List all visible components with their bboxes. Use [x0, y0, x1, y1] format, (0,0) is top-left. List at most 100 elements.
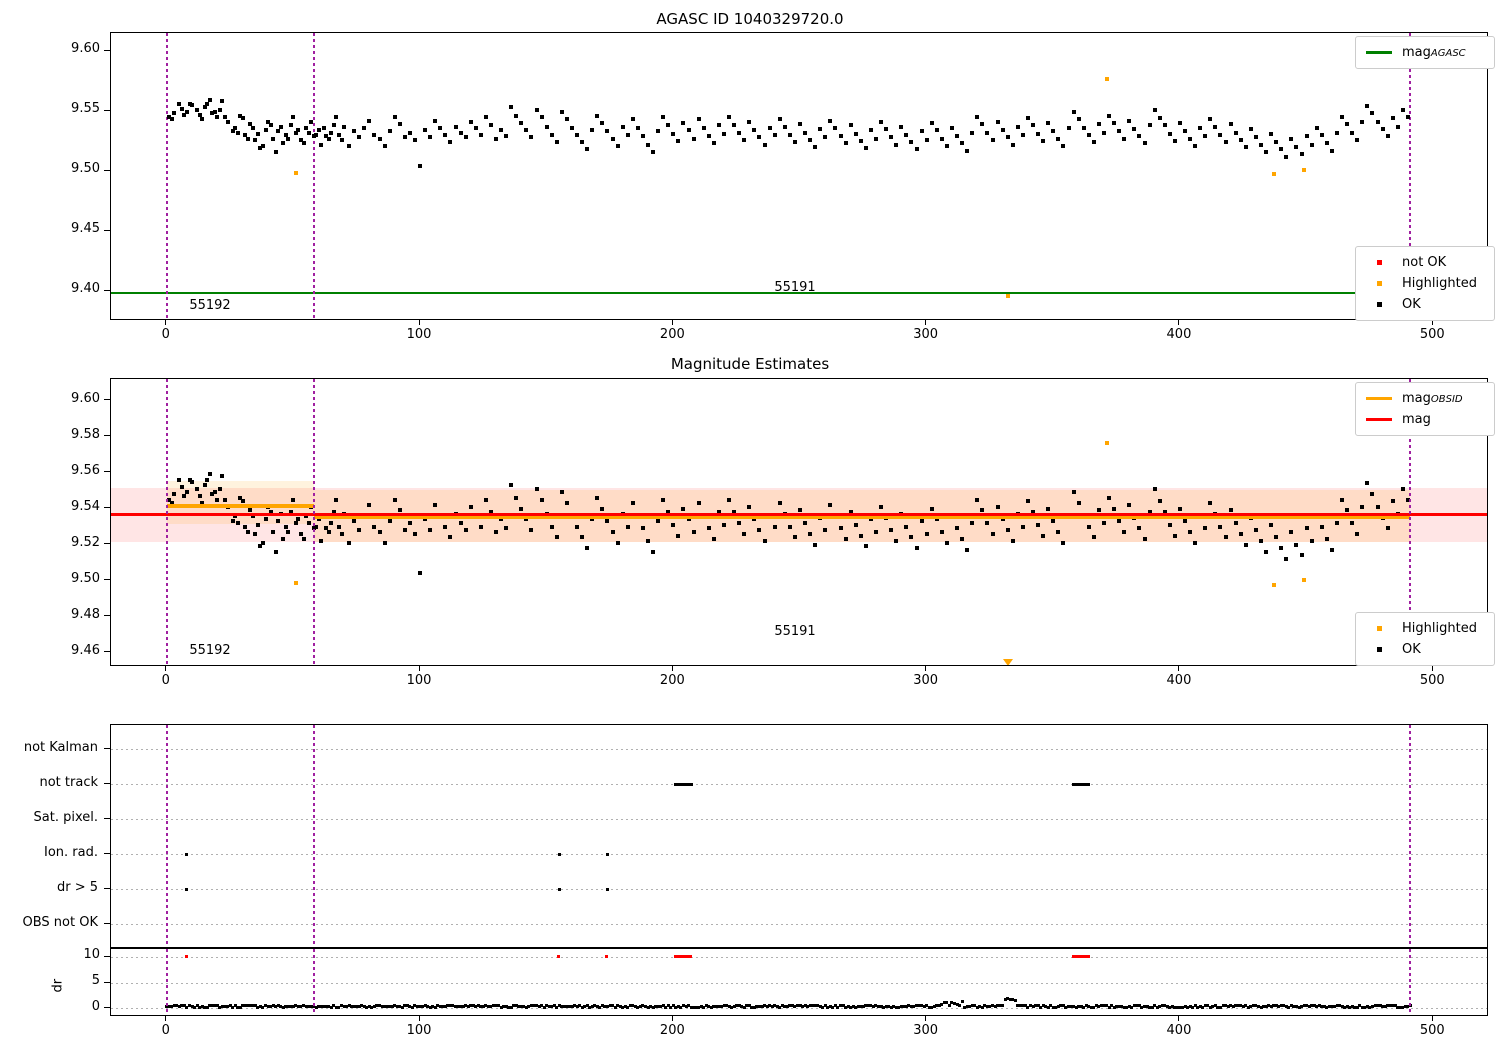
dr-point	[537, 1005, 541, 1009]
dr-point	[1122, 1005, 1126, 1009]
data-point-ok	[319, 539, 324, 543]
data-point-ok	[1319, 524, 1324, 529]
data-point-ok	[1243, 542, 1248, 547]
data-point-ok	[899, 124, 904, 129]
data-point-ok	[382, 540, 387, 545]
data-point-ok	[722, 522, 726, 527]
dr-point	[355, 1005, 359, 1009]
dr-point	[763, 1004, 767, 1008]
data-point-ok	[263, 517, 268, 522]
dr-point	[560, 1005, 564, 1009]
data-point-ok	[1400, 486, 1405, 491]
x-tickmark	[1431, 666, 1433, 671]
dr-point	[1332, 1005, 1336, 1009]
dr-point	[218, 1005, 222, 1009]
dr-point	[1360, 1005, 1364, 1009]
dr-point	[993, 1005, 997, 1009]
data-point-ok	[298, 531, 303, 536]
dr-point	[1163, 1004, 1167, 1008]
data-point-ok	[172, 111, 177, 116]
data-point-ok	[1350, 130, 1355, 135]
dr-point	[210, 1003, 214, 1007]
dr-point	[1034, 1003, 1038, 1007]
dr-point	[231, 1005, 235, 1009]
y-tickmark	[104, 579, 110, 581]
data-point-ok	[879, 504, 884, 509]
data-point-ok	[747, 119, 752, 124]
data-point-ok	[585, 546, 590, 551]
dr-point	[421, 1004, 425, 1008]
dr-point	[978, 1005, 982, 1009]
dr-point	[1302, 1004, 1306, 1008]
dr-point	[1107, 1005, 1111, 1009]
data-point-ok	[428, 135, 433, 140]
dr-point	[1077, 1004, 1081, 1008]
data-point-ok	[752, 517, 757, 522]
dr-point	[922, 1004, 926, 1008]
data-point-ok	[402, 528, 407, 533]
data-point-ok	[843, 537, 848, 542]
dr-point	[1087, 1005, 1091, 1009]
x-tickmark	[925, 320, 927, 325]
dr-point	[806, 1004, 810, 1008]
dr-point	[717, 1004, 721, 1008]
data-point-ok	[1101, 130, 1106, 135]
data-point-ok	[640, 526, 645, 531]
data-point-ok	[458, 130, 463, 135]
data-point-ok	[169, 501, 174, 506]
dr-point	[790, 1003, 794, 1007]
dr-point	[509, 1005, 513, 1009]
data-point-ok	[334, 115, 339, 119]
dr-point	[785, 1004, 789, 1008]
x-tickmark	[165, 1016, 167, 1021]
data-point-ok	[314, 524, 319, 529]
subplot-title-magnitude-estimates: Magnitude Estimates	[670, 355, 830, 373]
dr-point	[476, 1003, 480, 1007]
dr-point	[1175, 1005, 1179, 1009]
dr-point	[1026, 1005, 1030, 1009]
dr-point	[679, 1005, 683, 1009]
data-point-highlighted	[1271, 172, 1276, 176]
dr-point	[841, 1004, 845, 1008]
dr-point	[203, 1005, 207, 1009]
dr-point	[864, 1004, 868, 1008]
flag-gridline-3	[111, 854, 1487, 855]
x-tickmark	[671, 320, 673, 325]
dr-point	[1158, 1004, 1162, 1008]
x-tick-label: 100	[406, 1023, 432, 1038]
data-point-ok	[202, 483, 207, 488]
dr-point	[1386, 1004, 1390, 1008]
legend-label-not-ok: not OK	[1402, 255, 1447, 270]
data-point-ok	[342, 124, 347, 129]
data-point-ok	[1264, 149, 1269, 154]
data-point-ok	[742, 531, 747, 536]
data-point-ok	[240, 499, 245, 504]
dr-point	[246, 1003, 250, 1007]
data-point-ok	[1172, 139, 1177, 143]
dr-point	[973, 1003, 977, 1007]
data-point-ok	[889, 135, 894, 140]
dr-point	[182, 1003, 186, 1007]
data-point-ok	[934, 517, 939, 522]
data-point-ok	[276, 519, 281, 524]
data-point-ok	[1020, 133, 1025, 137]
data-point-ok	[250, 125, 255, 130]
obsid-band-55192	[166, 480, 314, 524]
dr-point	[1001, 1003, 1005, 1007]
dr-point	[1221, 1003, 1225, 1007]
data-point-ok	[1061, 540, 1066, 545]
data-point-ok	[767, 125, 772, 130]
data-point-ok	[1365, 481, 1370, 486]
data-point-ok	[1127, 503, 1132, 507]
dr-point	[418, 1005, 422, 1009]
data-point-ok	[293, 130, 298, 135]
data-point-ok	[1203, 526, 1208, 531]
data-point-ok	[939, 530, 944, 534]
data-point-ok	[309, 119, 314, 124]
dr-point	[185, 1005, 189, 1009]
data-point-ok	[1036, 131, 1041, 136]
dr-point	[770, 1004, 774, 1008]
dr-point	[745, 1004, 749, 1008]
data-point-ok	[293, 521, 298, 525]
data-point-ok	[233, 125, 238, 130]
